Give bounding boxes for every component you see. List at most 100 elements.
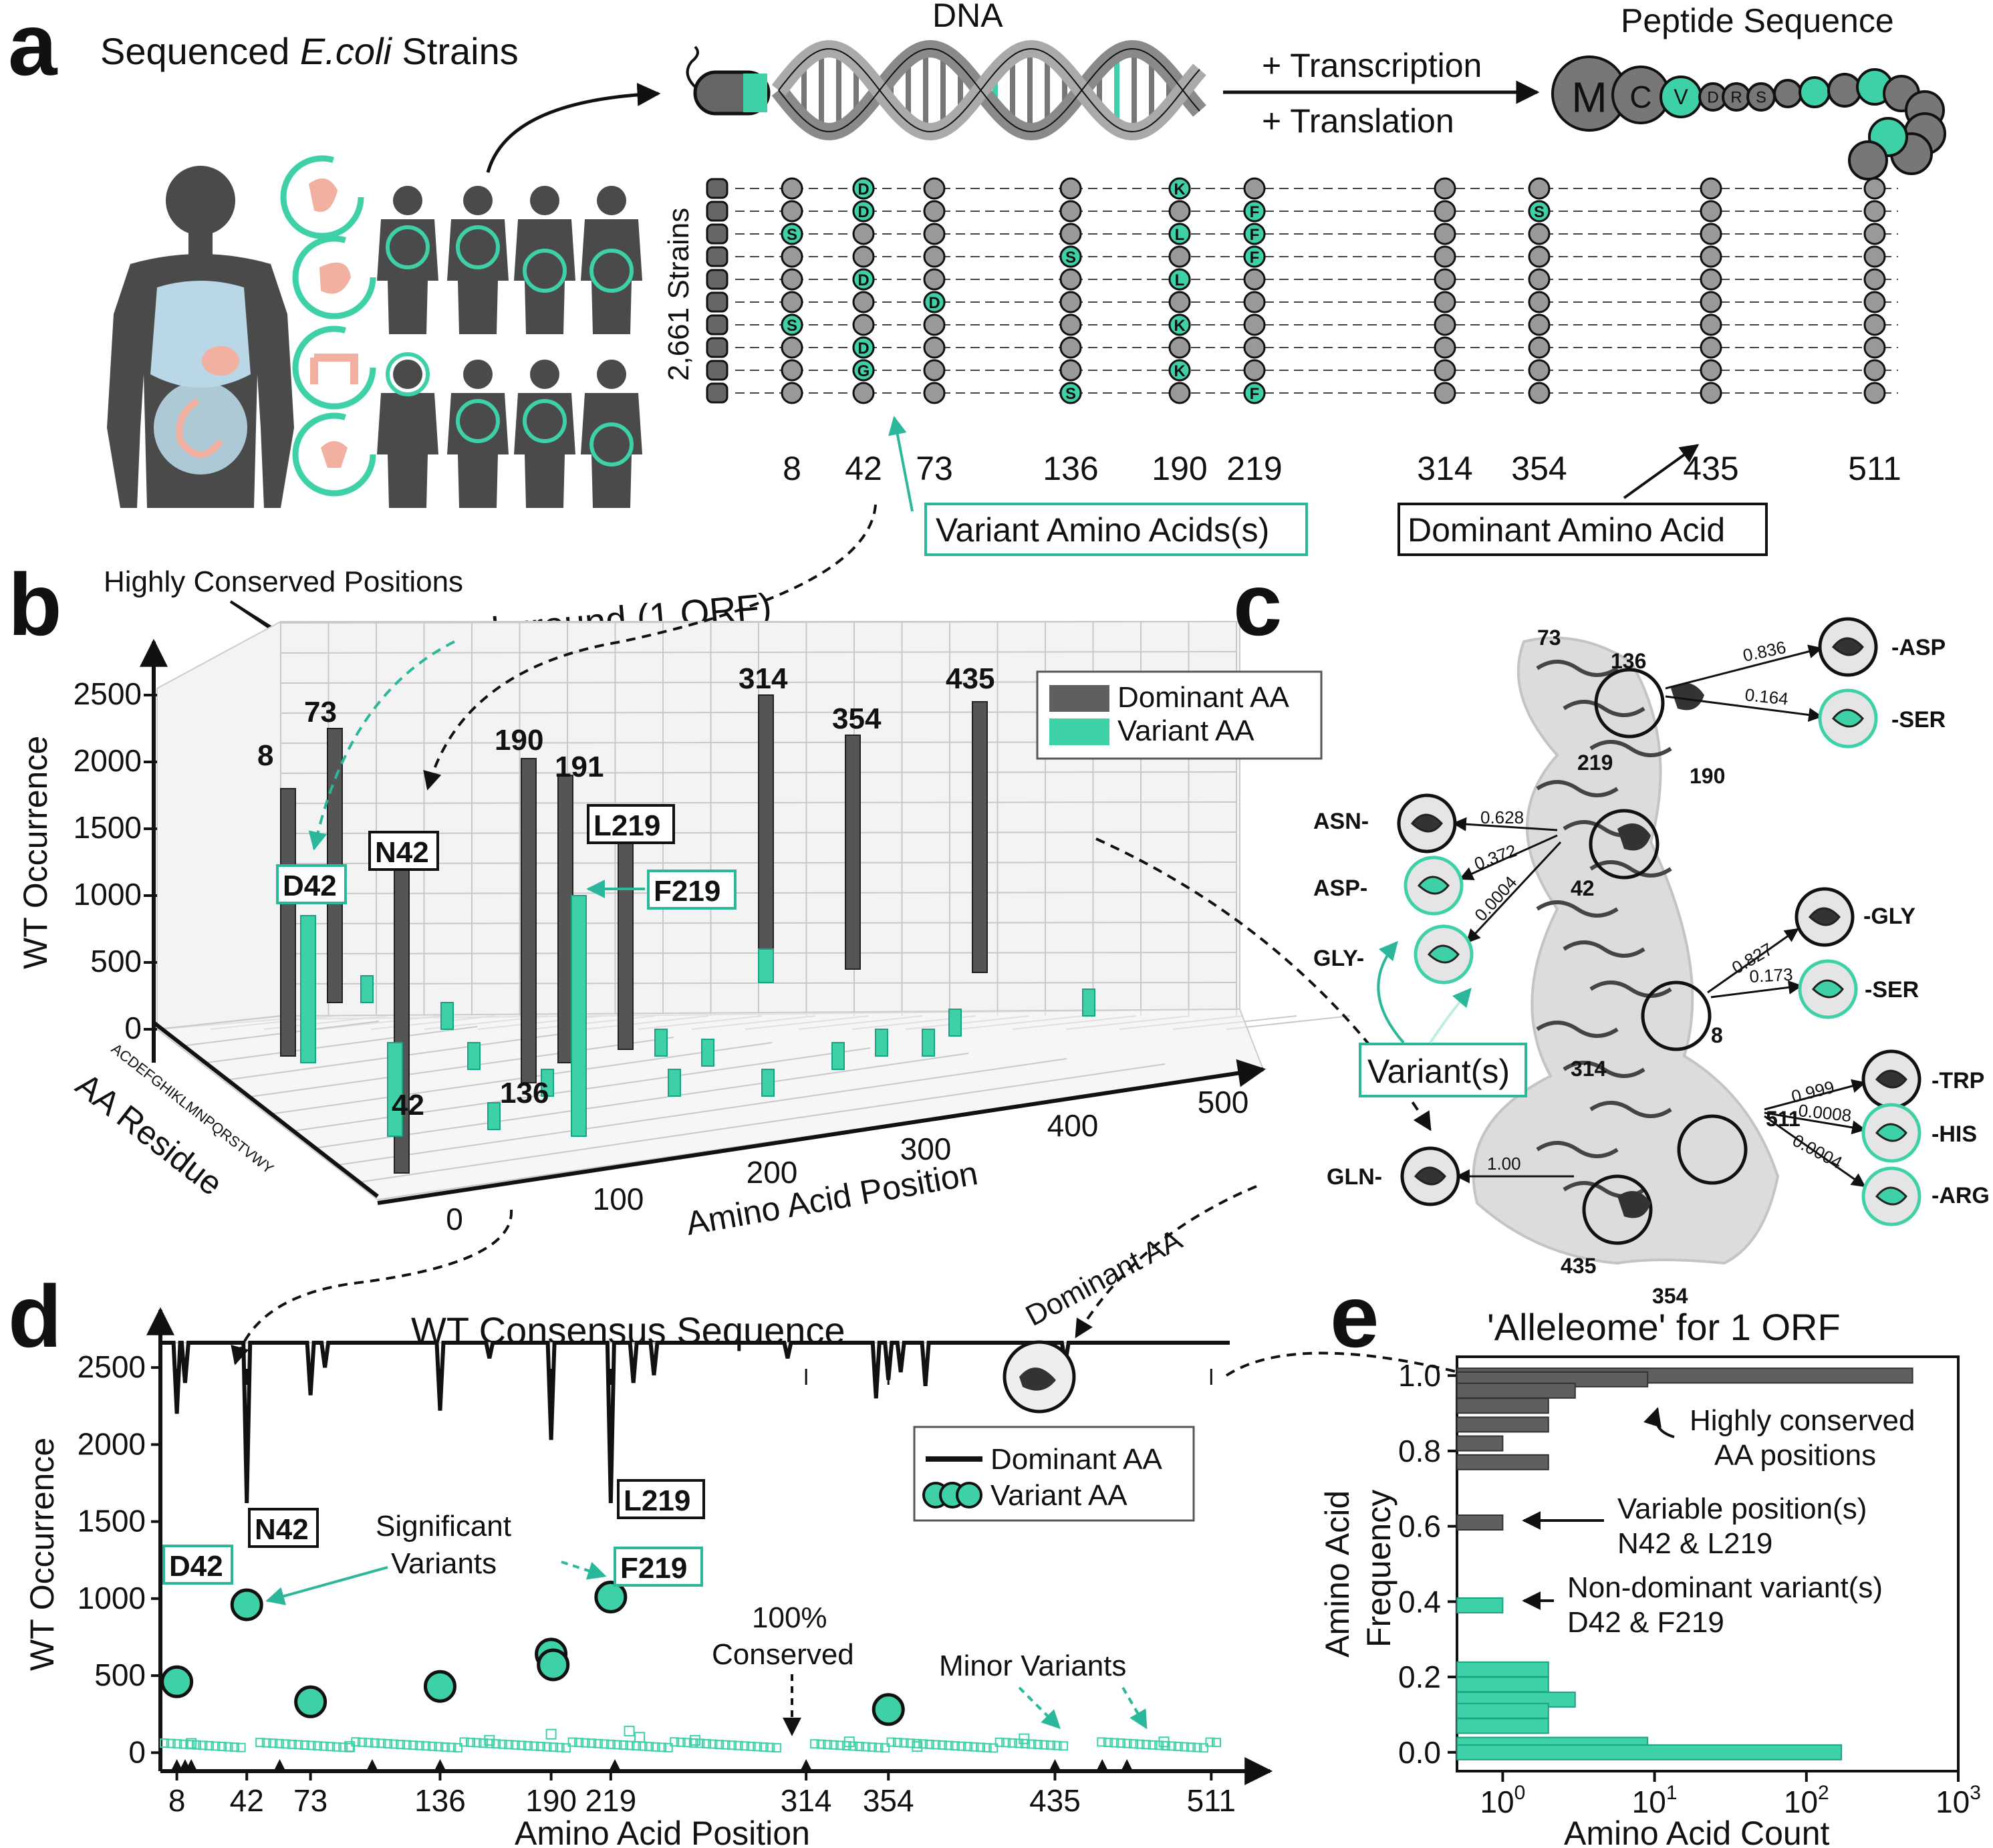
panel-a-label: a [8, 0, 58, 94]
x-tick: 101 [1632, 1782, 1678, 1819]
aa-circle [852, 291, 875, 313]
minor-variant [618, 1740, 628, 1750]
dominant-callout-box [1398, 503, 1768, 556]
structure-position: 73 [1537, 626, 1561, 650]
minor-variant [899, 1738, 909, 1748]
variant-bar [467, 1042, 481, 1070]
dominant-trace [160, 1340, 1230, 1504]
x-tick: 42 [230, 1783, 264, 1818]
x-tick: 511 [1187, 1783, 1236, 1818]
minor-variant [1186, 1742, 1196, 1752]
person-icon [393, 186, 422, 215]
grid-line [178, 1021, 380, 1047]
y-tick: 0 [128, 1734, 146, 1769]
aa-circle [1059, 223, 1082, 245]
aa-circle [1700, 223, 1722, 245]
person-icon [447, 393, 509, 508]
panel-a-title: Sequenced E.coli Strains [100, 30, 519, 72]
aa-circle [1434, 336, 1456, 359]
minor-variant [663, 1742, 673, 1752]
minor-variant [1148, 1740, 1158, 1750]
minor-variant [364, 1738, 374, 1748]
structure-position: 136 [1611, 649, 1646, 673]
freq-bar [1456, 1435, 1504, 1452]
minor-variant [1115, 1738, 1125, 1748]
variant-aa-letter: F [1250, 203, 1260, 221]
human-body-icon [107, 166, 294, 508]
bar-label: 190 [495, 724, 543, 757]
arrow [888, 416, 914, 512]
bar-label: 73 [304, 696, 337, 729]
variant-dot [160, 1665, 194, 1698]
aa-circle [1434, 359, 1456, 382]
minor-variant [829, 1740, 839, 1750]
minor-variant [293, 1740, 303, 1750]
f219-label: F219 [654, 875, 720, 908]
position-labels: 8 42 73 136 190 219 314 354 435 511 [783, 450, 1901, 487]
minor-variant [1180, 1742, 1190, 1752]
minor-variant [1109, 1738, 1119, 1748]
aa-circle [1700, 200, 1722, 223]
minor-variant [1173, 1742, 1183, 1752]
aa-circle [1863, 291, 1886, 313]
residue-bead [1827, 73, 1862, 108]
transcription-label: + Transcription [1262, 47, 1482, 84]
variant-aa-circle [1059, 245, 1082, 268]
variant-aa-circle [1528, 200, 1551, 223]
minor-variant [963, 1742, 972, 1752]
minor-variant [370, 1738, 380, 1748]
strain-icon [706, 382, 728, 404]
arrow [486, 82, 661, 173]
minor-variant [1019, 1733, 1030, 1744]
person-icon [463, 186, 493, 215]
residue-blob [1617, 1191, 1651, 1218]
minor-variant [325, 1742, 336, 1752]
variant-aa-letter: D [857, 340, 869, 358]
minor-variant [172, 1739, 182, 1749]
aa-circle [923, 223, 946, 245]
minor-variant [504, 1740, 514, 1750]
variant-aa-letter: S [787, 317, 797, 335]
minor-variant [580, 1738, 590, 1748]
minor-variant [593, 1738, 603, 1748]
aa-circle [1528, 359, 1551, 382]
b-ylabel: WT Occurrence [17, 736, 54, 969]
minor-variant [771, 1743, 781, 1753]
variant-bar [668, 1069, 681, 1097]
aa-circle [852, 313, 875, 336]
minor-variant [720, 1740, 730, 1750]
x-tick: 300 [900, 1132, 952, 1166]
structure-position: 354 [1652, 1284, 1688, 1308]
allele-residue: ASP- [1313, 876, 1367, 901]
aa-circle [1243, 336, 1266, 359]
conserved-label: 100% Conserved [712, 1601, 854, 1671]
minor-variant [606, 1739, 616, 1749]
residue-bead [1799, 76, 1831, 108]
helix-ribbon [1589, 740, 1672, 757]
allele-blob [1811, 979, 1844, 999]
person-icon [463, 360, 493, 389]
strain-icon [706, 337, 728, 358]
minor-variant [634, 1732, 645, 1743]
branch-arrow [1665, 644, 1823, 690]
dashed-link [231, 1209, 513, 1365]
minor-variant [344, 1741, 356, 1752]
allele-blob [1875, 1123, 1907, 1142]
aa-circle [1059, 200, 1082, 223]
minor-variant [982, 1742, 992, 1752]
minor-variant [281, 1739, 291, 1749]
person-icon [514, 393, 575, 508]
variant-aa-letter: D [928, 294, 940, 312]
residue-blob [1617, 823, 1651, 851]
minor-variant [434, 1742, 444, 1752]
minor-variant [854, 1742, 864, 1752]
strain-icon [706, 178, 728, 199]
aa-circle [1863, 245, 1886, 268]
minor-variant [230, 1742, 240, 1752]
x-tick: 314 [781, 1783, 832, 1818]
variant-bar [487, 1102, 501, 1130]
y-tick: 2500 [74, 676, 142, 711]
minor-variant [1052, 1740, 1062, 1750]
